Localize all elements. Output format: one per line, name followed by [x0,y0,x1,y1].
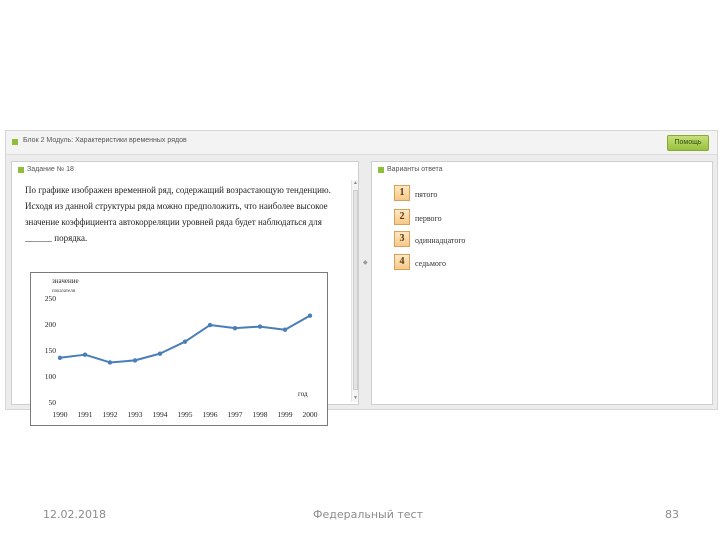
help-button[interactable]: Помощь [667,135,709,151]
question-text: По графике изображен временной ряд, соде… [25,185,331,243]
chart-canvas: 50 100 150 200 250 1990 1991 1992 1993 1994 1995 19… [30,272,328,426]
answer-option-text: первого [415,214,442,223]
data-point [82,352,88,357]
answer-number-badge[interactable]: 1 [394,185,410,201]
x-tick-label: 1992 [103,410,118,419]
answers-bullet-icon [378,167,384,173]
answer-number-badge[interactable]: 2 [394,209,410,225]
answer-option-3[interactable]: 3 одиннадцатого [394,231,514,251]
x-tick-label: 1991 [78,410,93,419]
data-point [207,322,213,328]
time-series-chart: 50 100 150 200 250 1990 1991 1992 1993 1994 1995 19… [30,272,328,426]
scroll-thumb[interactable] [353,190,358,390]
answer-option-1[interactable]: 1 пятого [394,185,514,205]
task-panel: Задание № 18 По графике изображен времен… [11,161,359,426]
module-bullet-icon [12,139,18,145]
answer-number-badge[interactable]: 3 [394,231,410,247]
x-tick-label: 1999 [278,410,293,419]
scroll-down-arrow-icon[interactable]: ▼ [353,395,358,401]
data-point [232,325,238,331]
task-number: Задание № 18 [27,166,74,173]
y-tick-label: 50 [49,398,57,407]
data-point [57,355,63,360]
data-point [132,358,138,363]
data-point [307,313,313,318]
x-tick-label: 1995 [178,410,193,419]
answer-option-text: одиннадцатого [415,236,466,245]
task-scrollbar[interactable]: ▲ ▼ [351,180,358,402]
footer-date: 12.02.2018 [43,508,106,521]
x-tick-label: 1990 [53,410,68,419]
module-bar: Блок 2 Модуль: Характеристики временных … [6,131,717,155]
x-tick-label: 2000 [303,410,318,419]
y-tick-label: 200 [45,320,57,329]
answers-panel: Варианты ответа 1 пятого 2 первого 3 оди… [371,161,713,405]
panel-splitter-icon[interactable]: ◆ [363,260,368,266]
y-tick-label: 250 [45,294,57,303]
x-tick-label: 1993 [128,410,143,419]
page-number: 83 [665,508,679,521]
y-tick-label: 150 [45,346,57,355]
chart-frame [30,272,328,426]
task-bullet-icon [18,167,24,173]
test-window: Блок 2 Модуль: Характеристики временных … [5,130,718,426]
answer-option-text: седьмого [415,259,446,268]
x-tick-label: 1998 [253,410,268,419]
task-panel-header: Задание № 18 [12,162,358,178]
x-axis-label: год [298,390,308,398]
data-point [157,351,163,356]
data-point [182,339,188,344]
y-tick-label: 100 [45,372,57,381]
data-point [257,324,263,329]
x-tick-label: 1996 [203,410,218,419]
y-axis-label: значение [52,277,79,285]
x-tick-label: 1997 [228,410,243,419]
answer-option-4[interactable]: 4 седьмого [394,254,514,274]
module-title: Блок 2 Модуль: Характеристики временных … [23,137,187,144]
answers-panel-header: Варианты ответа [372,162,712,178]
y-axis-sublabel: показателя [52,289,76,294]
answer-option-text: пятого [415,190,438,199]
answers-panel-title: Варианты ответа [387,166,443,173]
answer-number-badge[interactable]: 4 [394,254,410,270]
data-point [282,327,288,332]
answer-option-2[interactable]: 2 первого [394,209,514,229]
data-point [107,360,113,365]
footer-title: Федеральный тест [313,508,423,521]
x-tick-label: 1994 [153,410,168,419]
scroll-up-arrow-icon[interactable]: ▲ [353,180,358,186]
